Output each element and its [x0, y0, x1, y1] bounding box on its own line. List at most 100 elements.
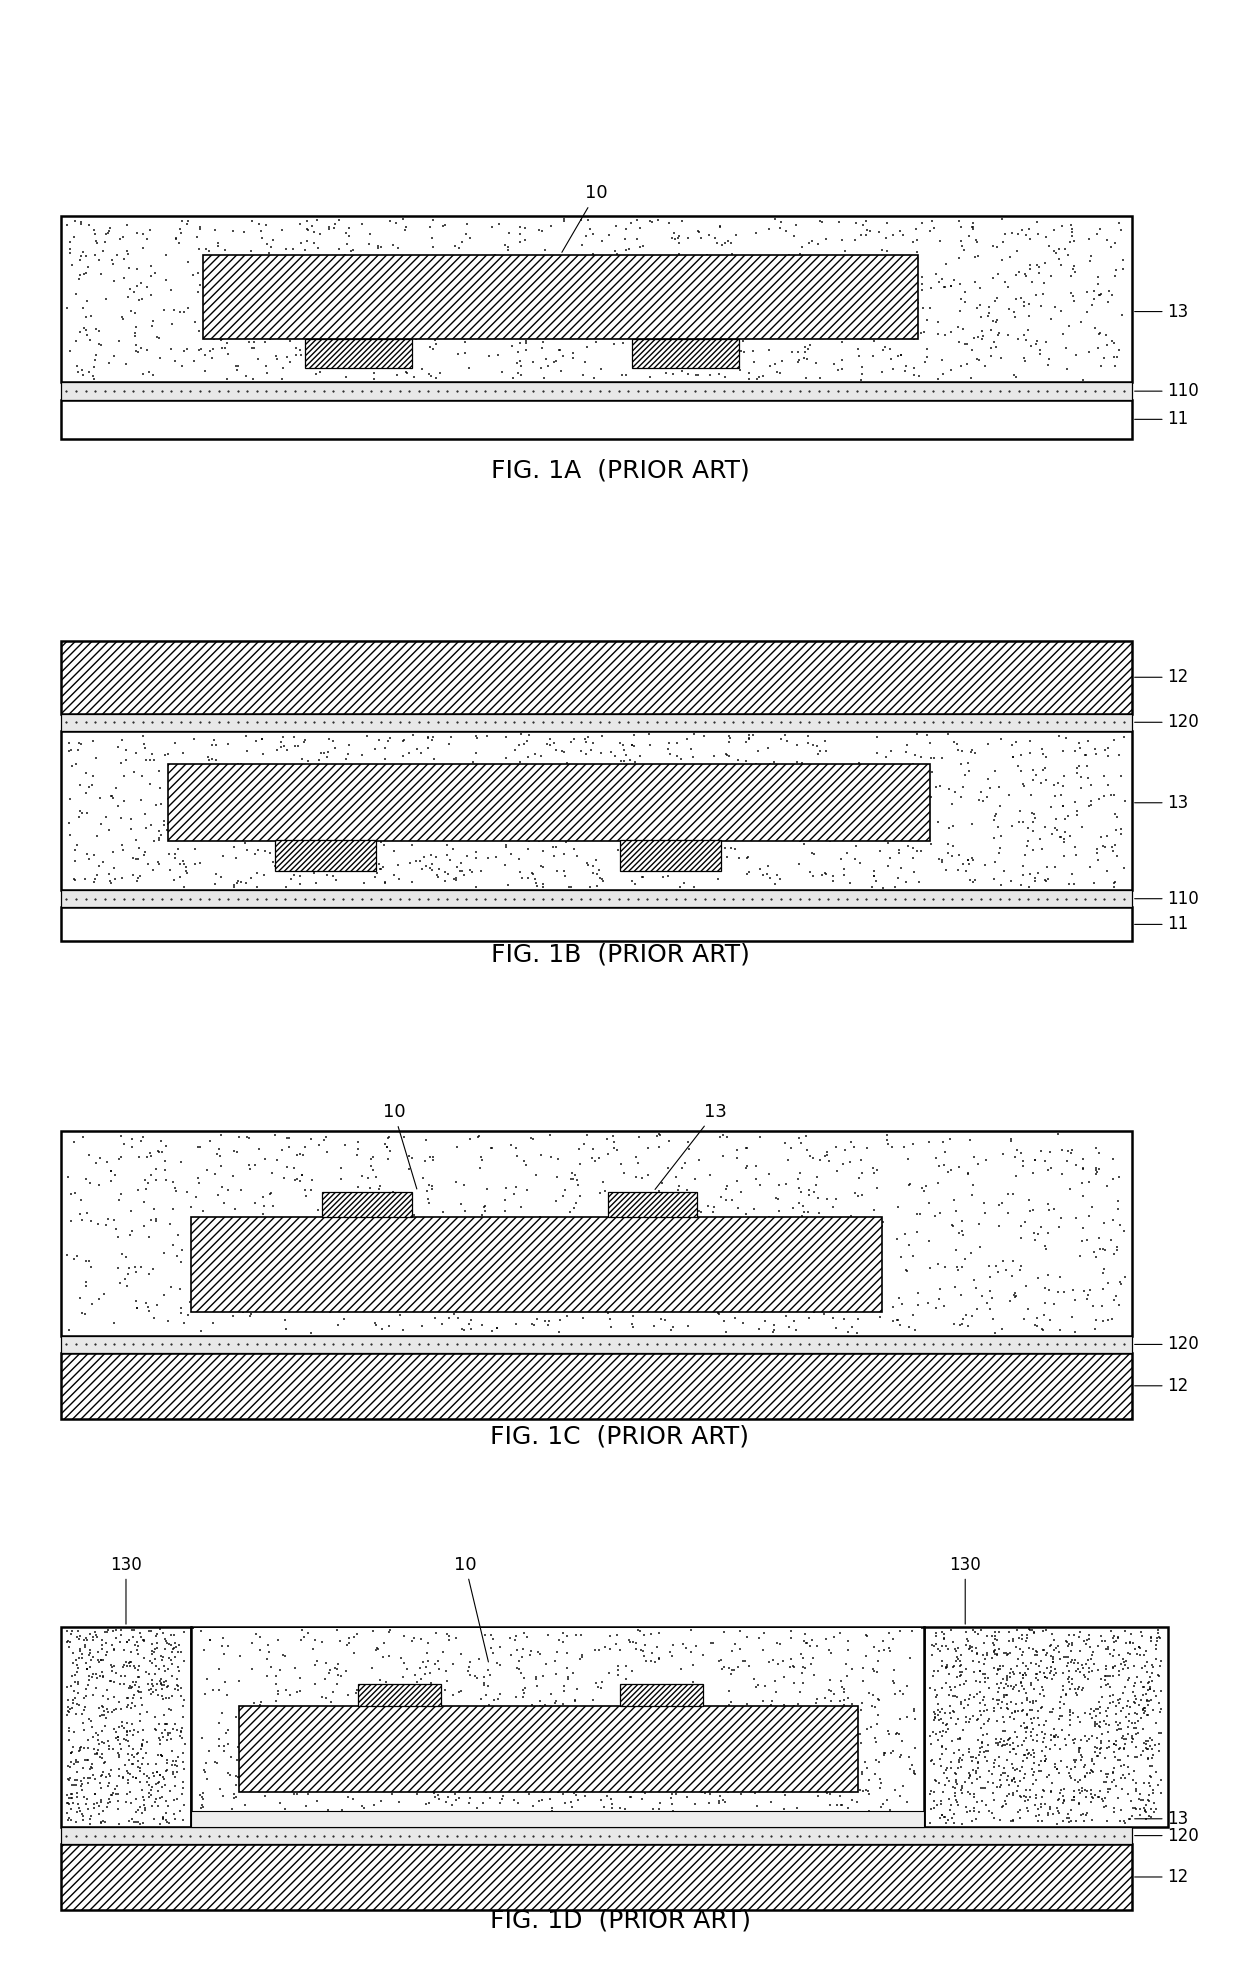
- Point: [516, 334, 536, 366]
- Point: [301, 1174, 321, 1206]
- Point: [639, 718, 658, 749]
- Point: [427, 263, 446, 295]
- Point: [1044, 1625, 1064, 1657]
- Point: [399, 777, 419, 809]
- Point: [1106, 1730, 1126, 1762]
- Point: [791, 1805, 811, 1837]
- Point: [231, 747, 250, 779]
- Point: [458, 1702, 477, 1734]
- Point: [247, 308, 267, 340]
- Point: [820, 1665, 839, 1696]
- Point: [383, 1690, 403, 1722]
- Point: [291, 743, 311, 775]
- Point: [533, 852, 553, 884]
- Point: [1106, 1698, 1126, 1730]
- Point: [64, 1127, 84, 1159]
- Point: [371, 231, 391, 263]
- Point: [1125, 1686, 1145, 1718]
- Point: [72, 1767, 92, 1799]
- Point: [653, 803, 673, 834]
- Point: [645, 1720, 665, 1752]
- Point: [269, 1238, 289, 1269]
- Point: [965, 241, 985, 273]
- Point: [372, 1313, 392, 1344]
- Point: [769, 1246, 789, 1277]
- Point: [259, 1771, 279, 1803]
- Point: [1049, 1758, 1069, 1789]
- Point: [531, 352, 551, 384]
- Point: [832, 1265, 852, 1297]
- Point: [228, 1732, 248, 1763]
- Point: [285, 783, 305, 815]
- Point: [564, 1684, 584, 1716]
- Point: [92, 1760, 112, 1791]
- Point: [649, 204, 668, 235]
- Point: [1013, 1659, 1033, 1690]
- Point: [97, 801, 117, 832]
- Point: [753, 1295, 773, 1327]
- Point: [543, 781, 563, 813]
- Point: [665, 324, 684, 356]
- Point: [415, 1212, 435, 1244]
- Point: [608, 834, 627, 866]
- Point: [1014, 1785, 1034, 1817]
- Point: [825, 1621, 844, 1653]
- Point: [634, 1267, 653, 1299]
- Point: [794, 791, 813, 822]
- Point: [255, 836, 275, 868]
- Point: [1027, 759, 1047, 791]
- Point: [1065, 1317, 1085, 1348]
- Point: [515, 1678, 534, 1710]
- Point: [136, 813, 156, 844]
- Point: [399, 803, 419, 834]
- Point: [627, 856, 647, 888]
- Point: [213, 1623, 233, 1655]
- Point: [977, 1287, 997, 1319]
- Point: [998, 1196, 1018, 1228]
- Point: [1044, 214, 1064, 245]
- Point: [796, 1283, 816, 1315]
- Point: [200, 1625, 219, 1657]
- Point: [792, 1643, 812, 1675]
- Point: [141, 1775, 161, 1807]
- Point: [604, 1133, 624, 1164]
- Point: [242, 332, 262, 364]
- Point: [1114, 253, 1133, 285]
- Point: [1037, 763, 1056, 795]
- Point: [918, 781, 937, 813]
- Point: [553, 1180, 573, 1212]
- Point: [472, 1787, 492, 1819]
- Point: [382, 1257, 402, 1289]
- Point: [573, 360, 593, 391]
- Point: [972, 1785, 992, 1817]
- Point: [744, 346, 764, 378]
- Point: [166, 221, 186, 253]
- Point: [991, 820, 1011, 852]
- Point: [182, 1293, 202, 1325]
- Point: [954, 1740, 973, 1771]
- Point: [191, 763, 211, 795]
- Point: [195, 1678, 215, 1710]
- Point: [1095, 1781, 1115, 1813]
- Point: [140, 214, 160, 245]
- Point: [799, 728, 818, 759]
- Point: [305, 1212, 325, 1244]
- Point: [991, 1724, 1011, 1756]
- Point: [854, 1279, 874, 1311]
- Point: [170, 297, 190, 328]
- Point: [575, 219, 595, 251]
- Point: [1058, 1647, 1078, 1678]
- Point: [997, 1661, 1017, 1692]
- Point: [241, 322, 260, 354]
- Point: [459, 352, 479, 384]
- Point: [811, 243, 831, 275]
- Point: [968, 239, 988, 271]
- Point: [171, 217, 191, 249]
- Point: [680, 275, 699, 306]
- Point: [145, 257, 165, 289]
- Point: [636, 1645, 656, 1676]
- Point: [103, 1777, 123, 1809]
- Point: [1151, 1696, 1171, 1728]
- Point: [541, 1141, 560, 1172]
- Point: [692, 836, 712, 868]
